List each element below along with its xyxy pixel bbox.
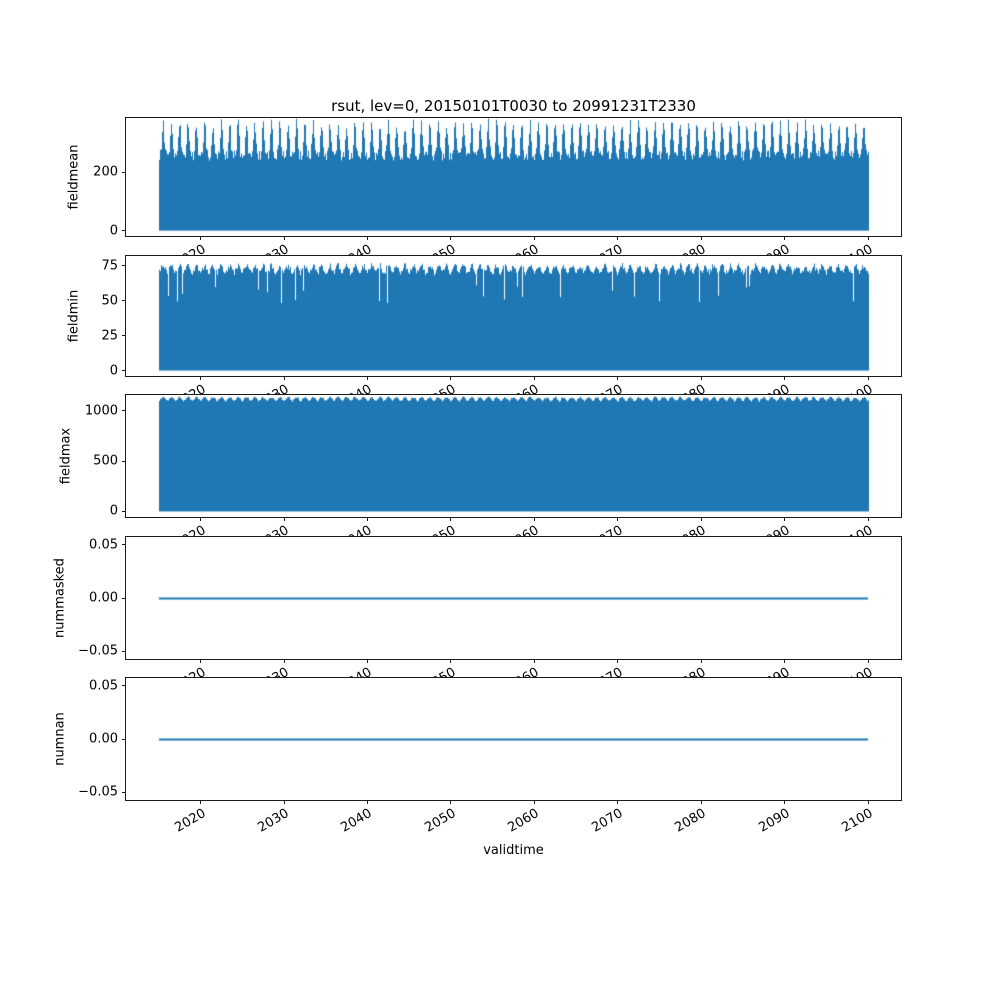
- x-tick-mark: [200, 517, 202, 521]
- y-tick-mark: [122, 650, 126, 652]
- y-tick-label: 1000: [84, 403, 118, 419]
- x-tick-mark: [450, 800, 452, 804]
- x-tick-mark: [867, 517, 869, 521]
- y-tick-mark: [122, 335, 126, 337]
- x-tick-mark: [450, 236, 452, 240]
- subplot-nummasked: nummasked −0.050.000.0520202030204020502…: [53, 536, 902, 695]
- y-tick-mark: [122, 791, 126, 793]
- numnan-series: [126, 678, 901, 800]
- x-tick-mark: [200, 236, 202, 240]
- y-tick-mark: [122, 230, 126, 232]
- x-tick-mark: [283, 800, 285, 804]
- subplot-fieldmean: fieldmean 020020202030204020502060207020…: [67, 117, 902, 272]
- y-tick-label: 50: [101, 293, 118, 309]
- x-tick-mark: [700, 236, 702, 240]
- x-tick-mark: [700, 517, 702, 521]
- x-tick-mark: [200, 659, 202, 663]
- x-tick-mark: [283, 376, 285, 380]
- fieldmax-series: [126, 395, 901, 517]
- y-tick-mark: [122, 544, 126, 546]
- x-tick-mark: [367, 236, 368, 240]
- x-tick-mark: [617, 517, 619, 521]
- y-tick-mark: [122, 410, 126, 412]
- x-axis-label: validtime: [483, 843, 544, 858]
- y-tick-label: 0.05: [89, 537, 118, 553]
- x-tick-mark: [867, 800, 869, 804]
- y-tick-label: 0.05: [89, 678, 118, 694]
- x-tick-mark: [784, 236, 786, 240]
- y-tick-label: 200: [93, 164, 118, 180]
- nummasked-series: [126, 537, 901, 659]
- y-tick-mark: [122, 510, 126, 512]
- x-tick-mark: [450, 659, 452, 663]
- chart-title: rsut, lev=0, 20150101T0030 to 20991231T2…: [331, 97, 696, 115]
- x-tick-mark: [533, 800, 535, 804]
- y-tick-label: 0.00: [89, 590, 118, 606]
- x-tick-mark: [533, 659, 535, 663]
- x-tick-mark: [450, 376, 452, 380]
- y-tick-label: 0.00: [89, 731, 118, 747]
- y-tick-mark: [122, 300, 126, 302]
- x-tick-mark: [700, 659, 702, 663]
- y-tick-label: 0: [109, 363, 118, 379]
- y-tick-label: −0.05: [78, 643, 118, 659]
- x-tick-mark: [450, 517, 452, 521]
- subplot-numnan: numnan −0.05 0.00 0.05 2020 2030 2040 2050 2060…: [53, 677, 902, 836]
- y-tick-label: 0: [109, 223, 118, 239]
- x-tick-mark: [700, 376, 702, 380]
- x-tick-mark: [617, 659, 619, 663]
- y-tick-mark: [122, 171, 126, 173]
- x-tick-mark: [784, 517, 786, 521]
- subplot-fieldmax: fieldmax 0500100020202030204020502060207…: [59, 394, 902, 553]
- x-tick-mark: [533, 376, 535, 380]
- x-tick-mark: [784, 376, 786, 380]
- x-tick-mark: [867, 376, 869, 380]
- x-tick-mark: [283, 236, 285, 240]
- x-tick-mark: [533, 517, 535, 521]
- x-tick-mark: [367, 517, 368, 521]
- y-tick-mark: [122, 738, 126, 740]
- fieldmean-axis-label: fieldmean: [66, 144, 82, 210]
- y-tick-label: 0: [109, 503, 118, 519]
- x-tick-mark: [700, 800, 702, 804]
- subplot-fieldmin: fieldmin 0255075202020302040205020602070…: [67, 255, 902, 412]
- y-tick-label: 25: [101, 328, 118, 344]
- x-tick-mark: [867, 659, 869, 663]
- x-tick-mark: [200, 800, 202, 804]
- y-tick-label: −0.05: [78, 784, 118, 800]
- y-tick-label: 75: [101, 258, 118, 274]
- y-tick-mark: [122, 597, 126, 599]
- y-tick-mark: [122, 460, 126, 462]
- x-tick-mark: [867, 236, 869, 240]
- y-tick-mark: [122, 685, 126, 687]
- x-tick-mark: [283, 517, 285, 521]
- fieldmin-axis-label: fieldmin: [66, 289, 82, 343]
- x-tick-mark: [617, 236, 619, 240]
- x-tick-mark: [533, 236, 535, 240]
- x-tick-mark: [200, 376, 202, 380]
- x-tick-mark: [617, 376, 619, 380]
- y-tick-mark: [122, 370, 126, 372]
- fieldmax-axis-label: fieldmax: [58, 427, 74, 485]
- fieldmin-series: [126, 256, 901, 376]
- y-tick-label: 500: [93, 453, 118, 469]
- nummasked-axis-label: nummasked: [52, 558, 68, 638]
- y-tick-mark: [122, 265, 126, 267]
- x-tick-mark: [367, 659, 368, 663]
- x-tick-mark: [784, 659, 786, 663]
- numnan-axis-label: numnan: [52, 712, 68, 766]
- x-tick-mark: [617, 800, 619, 804]
- fieldmean-series: [126, 118, 901, 236]
- x-tick-mark: [283, 659, 285, 663]
- x-tick-mark: [784, 800, 786, 804]
- x-tick-mark: [367, 376, 368, 380]
- x-tick-mark: [367, 800, 368, 804]
